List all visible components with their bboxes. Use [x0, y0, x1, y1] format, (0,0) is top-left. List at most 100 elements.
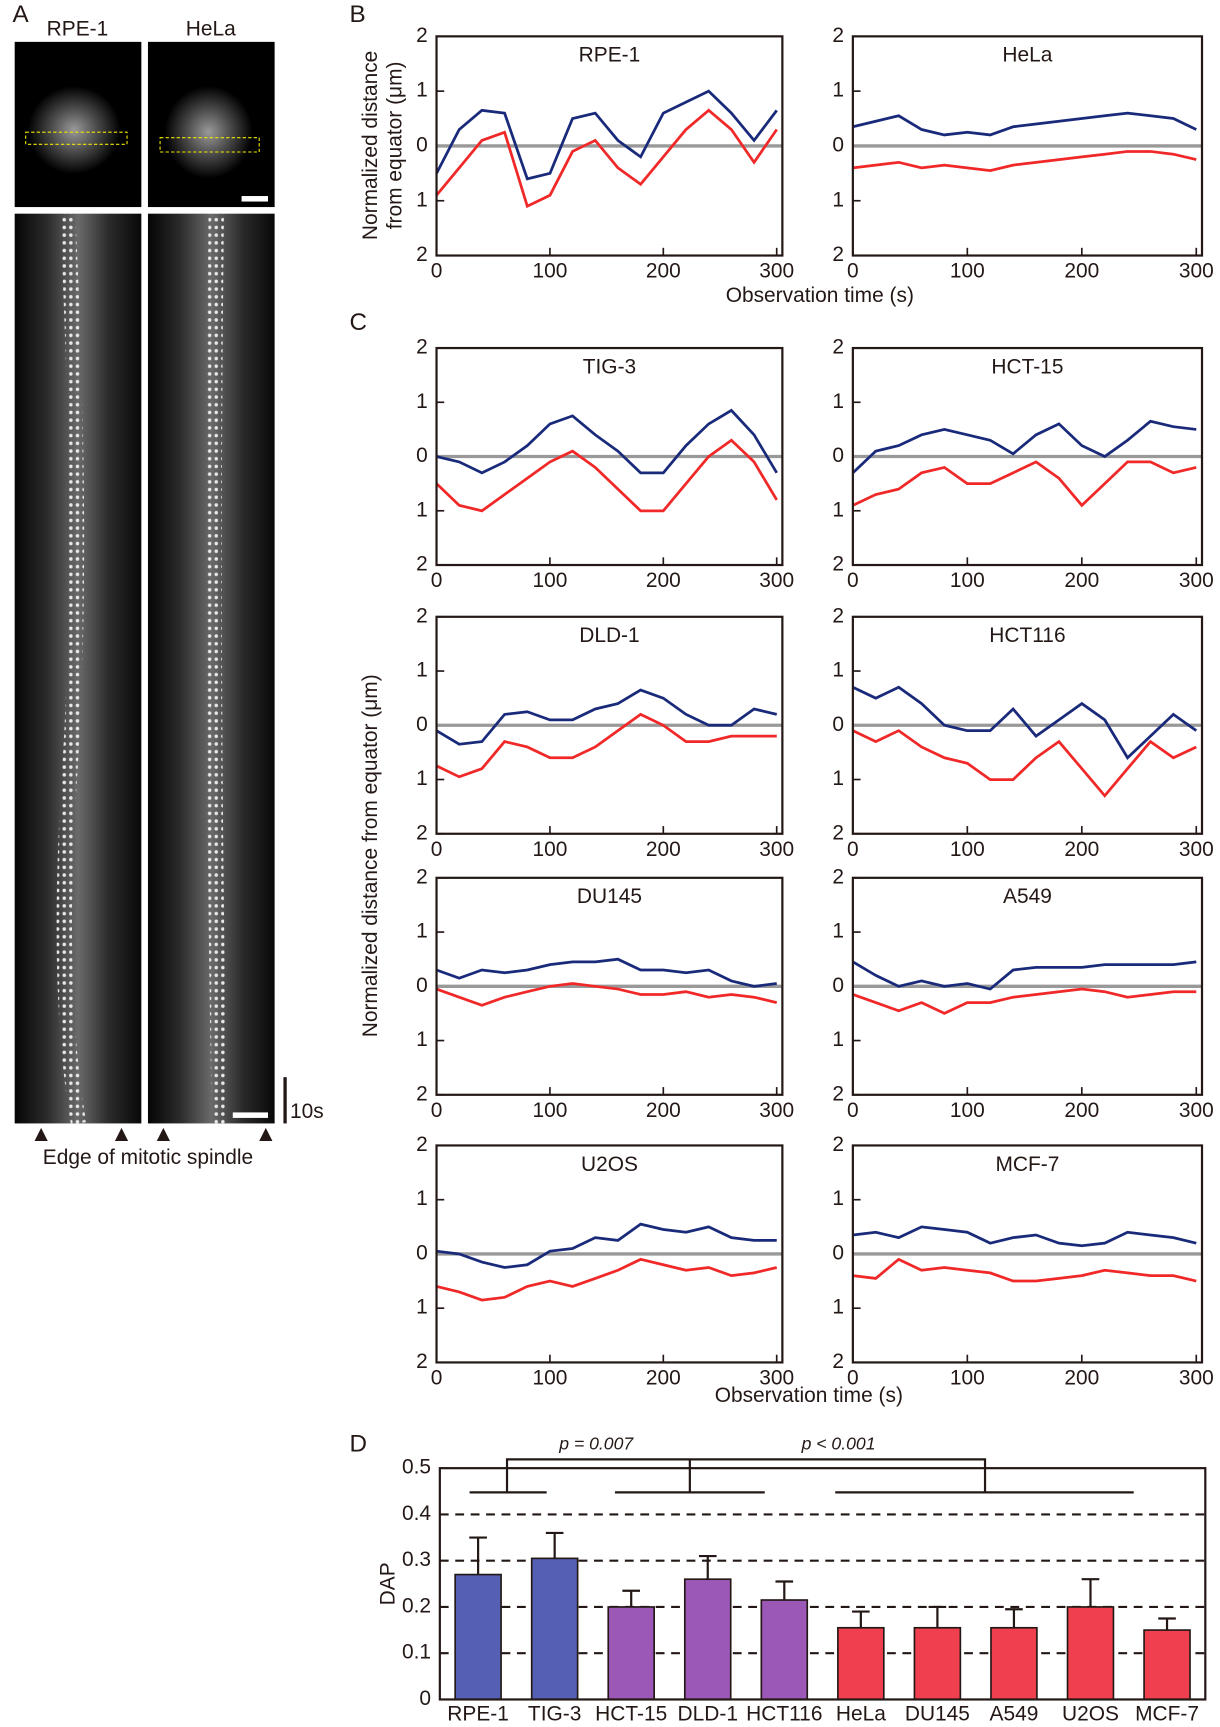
y-tick-label: 2 [832, 24, 844, 47]
plot-frame [438, 1467, 1207, 1701]
x-tick-label: 300 [1179, 838, 1214, 861]
bar [683, 1578, 732, 1701]
bar [837, 1626, 885, 1701]
y-tick-label: 0 [832, 444, 844, 467]
bar [607, 1606, 655, 1701]
plot-frame [851, 1144, 1204, 1364]
y-tick-label: 0 [832, 133, 844, 156]
y-tick-label: 1 [416, 659, 428, 682]
x-tick-label: 100 [532, 1099, 567, 1122]
micrographs [14, 41, 287, 1142]
chart-title: MCF-7 [995, 1153, 1059, 1176]
series-line [852, 150, 1197, 173]
y-tick-label: 0 [832, 713, 844, 736]
bar [760, 1599, 809, 1701]
y-tick-label: 1 [832, 498, 844, 521]
x-tick-label: 0 [431, 1366, 443, 1389]
y-tick-label: 1 [416, 188, 428, 211]
series-line [436, 408, 778, 475]
y-tick-label: 1 [832, 1187, 844, 1210]
y-tick-label: 2 [832, 1350, 844, 1373]
y-axis-label: Normalized distance [359, 51, 382, 240]
x-tick-label: 0 [847, 260, 859, 283]
y-tick-label: 0 [416, 713, 428, 736]
x-tick-label: 200 [646, 1099, 681, 1122]
series-line [852, 1257, 1197, 1283]
bar [1143, 1629, 1191, 1701]
cell-line-label: HeLa [186, 17, 236, 40]
y-tick-label: 0 [416, 974, 428, 997]
x-tick-label: 0 [431, 1099, 443, 1122]
x-tick-label: DLD-1 [678, 1702, 738, 1725]
x-tick-label: 100 [950, 260, 985, 283]
series-line [435, 688, 778, 746]
x-tick-label: 200 [646, 569, 681, 592]
cell-line-label: RPE-1 [47, 17, 109, 40]
y-tick-label: 1 [416, 498, 428, 521]
x-tick-label: 200 [1064, 260, 1099, 283]
x-axis-label: Observation time (s) [726, 284, 914, 307]
y-tick-label: 2 [832, 1133, 844, 1156]
plot-frame [435, 346, 784, 567]
y-tick-label: 1 [416, 79, 428, 102]
y-tick-label: 2 [832, 604, 844, 627]
x-tick-label: 300 [1179, 569, 1214, 592]
plot-frame [435, 876, 784, 1096]
panel-label: B [350, 1, 366, 28]
x-tick-label: 100 [950, 838, 985, 861]
annotation: p = 0.007 [558, 1434, 634, 1454]
panel-label: C [350, 309, 368, 336]
y-tick-label: 2 [416, 553, 428, 576]
x-tick-label: 300 [1179, 1099, 1214, 1122]
y-tick-label: 2 [416, 1133, 428, 1156]
series-line [852, 960, 1197, 991]
y-tick-label: 0 [416, 444, 428, 467]
y-tick-label: 2 [416, 1082, 428, 1105]
significance-bracket [469, 1458, 1134, 1494]
x-tick-label: DU145 [905, 1702, 970, 1725]
series-line [852, 685, 1198, 760]
bar [990, 1626, 1038, 1701]
chart-title: DLD-1 [579, 624, 639, 647]
x-tick-label: U2OS [1062, 1702, 1119, 1725]
x-tick-label: 200 [646, 260, 681, 283]
caption: Edge of mitotic spindle [43, 1146, 253, 1169]
x-tick-label: 100 [950, 1099, 985, 1122]
x-tick-label: 300 [1179, 260, 1214, 283]
y-tick-label: 0 [419, 1687, 431, 1710]
x-tick-label: 0 [431, 838, 443, 861]
y-tick-label: 1 [832, 920, 844, 943]
series-line [435, 89, 778, 181]
chart-title: RPE-1 [579, 44, 641, 67]
series-line [436, 982, 778, 1007]
x-tick-label: 200 [1064, 838, 1099, 861]
x-tick-label: 0 [431, 260, 443, 283]
y-tick-label: 1 [832, 79, 844, 102]
y-tick-label: 1 [832, 188, 844, 211]
x-axis-label: Observation time (s) [715, 1384, 903, 1407]
y-tick-label: 0.1 [402, 1641, 431, 1664]
series-line [851, 419, 1197, 474]
x-tick-label: 200 [646, 838, 681, 861]
chart-title: HeLa [1002, 44, 1052, 67]
x-tick-label: MCF-7 [1135, 1702, 1199, 1725]
y-tick-label: 1 [416, 1296, 428, 1319]
x-tick-label: HeLa [836, 1702, 886, 1725]
y-tick-label: 1 [416, 920, 428, 943]
bar [1066, 1606, 1115, 1701]
y-tick-label: 0 [832, 974, 844, 997]
series-line [435, 108, 778, 209]
y-tick-label: 2 [416, 24, 428, 47]
y-tick-label: 2 [832, 865, 844, 888]
y-tick-label: 1 [832, 659, 844, 682]
chart-title: A549 [1003, 885, 1052, 908]
plot-frame [435, 615, 784, 835]
plot-frame [851, 615, 1204, 835]
series-line [852, 111, 1197, 137]
plot-frame [435, 35, 784, 257]
x-tick-label: 100 [532, 1366, 567, 1389]
y-tick-label: 2 [416, 604, 428, 627]
x-tick-label: 100 [532, 260, 567, 283]
chart-title: DU145 [577, 885, 642, 908]
x-tick-label: RPE-1 [447, 1702, 509, 1725]
